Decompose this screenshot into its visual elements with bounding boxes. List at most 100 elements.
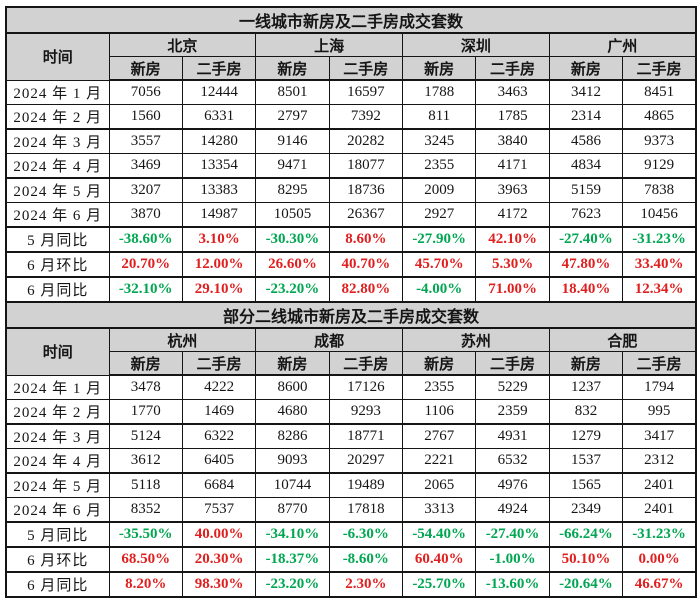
value-cell: 4976: [475, 472, 550, 498]
percent-cell: 5.30%: [475, 251, 550, 278]
value-cell: 1794: [622, 374, 697, 400]
percent-cell: 82.80%: [328, 276, 404, 303]
table-title: 一线城市新房及二手房成交套数: [5, 6, 697, 34]
value-cell: 1106: [401, 399, 477, 425]
value-cell: 3417: [622, 423, 697, 449]
value-cell: 8600: [255, 374, 330, 400]
value-cell: 1469: [181, 399, 257, 425]
data-row: 2024 年 6 月 8352 7537 8770 17818 3313 4924 2349 2…: [5, 497, 697, 523]
value-cell: 14280: [181, 128, 257, 154]
percent-cell: -18.37%: [255, 546, 330, 573]
value-cell: 18736: [328, 177, 404, 203]
value-cell: 3478: [108, 374, 183, 400]
subcolumn-header: 二手房: [181, 351, 257, 376]
percent-cell: -20.64%: [548, 571, 624, 598]
value-cell: 8501: [255, 79, 330, 105]
percent-row: 6 月同比 8.20% 98.30% -23.20% 2.30% -25.70% -13.6…: [5, 571, 697, 598]
city-header-row: 时间 北京 上海 深圳 广州: [5, 32, 697, 81]
value-cell: 8451: [622, 79, 697, 105]
value-cell: 3313: [401, 497, 477, 523]
row-label: 5 月同比: [5, 521, 110, 548]
value-cell: 3612: [108, 448, 183, 474]
subcolumn-header: 二手房: [622, 351, 697, 376]
value-cell: 7838: [622, 177, 697, 203]
percent-cell: -32.10%: [108, 276, 183, 303]
data-row: 2024 年 4 月 3469 13354 9471 18077 2355 4171 4834…: [5, 153, 697, 179]
percent-row: 6 月环比 68.50% 20.30% -18.37% -8.60% 60.40% -1.0…: [5, 546, 697, 573]
percent-cell: -54.40%: [401, 521, 477, 548]
row-label: 2024 年 2 月: [5, 399, 110, 425]
table-title: 部分二线城市新房及二手房成交套数: [5, 301, 697, 329]
percent-cell: -30.30%: [255, 226, 330, 253]
subcolumn-header: 新房: [255, 56, 330, 81]
value-cell: 6684: [181, 472, 257, 498]
value-cell: 19489: [328, 472, 404, 498]
data-row: 2024 年 6 月 3870 14987 10505 26367 2927 4172 762…: [5, 202, 697, 228]
percent-cell: -66.24%: [548, 521, 624, 548]
data-row: 2024 年 3 月 5124 6322 8286 18771 2767 4931 1279 3…: [5, 423, 697, 449]
subcolumn-header: 二手房: [622, 56, 697, 81]
time-header: 时间: [5, 32, 110, 81]
percent-cell: 33.40%: [622, 251, 697, 278]
sub-header-row: 新房 二手房 新房 二手房 新房 二手房 新房 二手房: [6, 56, 697, 81]
row-label: 2024 年 4 月: [5, 153, 110, 179]
value-cell: 4924: [475, 497, 550, 523]
second-tier-table: 部分二线城市新房及二手房成交套数 时间 杭州 成都 苏州 合肥 新房 二手房 新房 二手房 新房二…: [5, 301, 697, 598]
value-cell: 811: [401, 104, 477, 130]
value-cell: 4834: [548, 153, 624, 179]
percent-cell: 12.34%: [622, 276, 697, 303]
value-cell: 6331: [181, 104, 257, 130]
value-cell: 9373: [622, 128, 697, 154]
percent-cell: -6.30%: [328, 521, 404, 548]
value-cell: 3840: [475, 128, 550, 154]
first-tier-table: 一线城市新房及二手房成交套数 时间 北京 上海 深圳 广州 新房 二手房 新房 二手房 新房 二手房…: [5, 6, 697, 303]
row-label: 2024 年 5 月: [5, 177, 110, 203]
percent-cell: -13.60%: [475, 571, 550, 598]
value-cell: 2065: [401, 472, 477, 498]
value-cell: 1565: [548, 472, 624, 498]
city-header: 北京: [108, 32, 257, 57]
value-cell: 6532: [475, 448, 550, 474]
value-cell: 5124: [108, 423, 183, 449]
value-cell: 4586: [548, 128, 624, 154]
value-cell: 3207: [108, 177, 183, 203]
percent-cell: -8.60%: [328, 546, 404, 573]
data-row: 2024 年 3 月 3557 14280 9146 20282 3245 3840 4586…: [5, 128, 697, 154]
percent-cell: -31.23%: [622, 521, 697, 548]
subcolumn-header: 二手房: [475, 56, 550, 81]
subcolumn-header: 新房: [255, 351, 330, 376]
percent-cell: 50.10%: [548, 546, 624, 573]
data-row: 2024 年 1 月 7056 12444 8501 16597 1788 3463 3412…: [5, 79, 697, 105]
row-label: 2024 年 6 月: [5, 202, 110, 228]
value-cell: 2359: [475, 399, 550, 425]
value-cell: 1279: [548, 423, 624, 449]
value-cell: 9146: [255, 128, 330, 154]
value-cell: 3963: [475, 177, 550, 203]
data-row: 2024 年 5 月 3207 13383 8295 18736 2009 3963 5159…: [5, 177, 697, 203]
value-cell: 1788: [401, 79, 477, 105]
percent-cell: -27.90%: [401, 226, 477, 253]
percent-cell: 8.20%: [108, 571, 183, 598]
value-cell: 2221: [401, 448, 477, 474]
percent-cell: 45.70%: [401, 251, 477, 278]
percent-cell: -34.10%: [255, 521, 330, 548]
value-cell: 3245: [401, 128, 477, 154]
value-cell: 2355: [401, 374, 477, 400]
percent-cell: 71.00%: [475, 276, 550, 303]
value-cell: 5159: [548, 177, 624, 203]
percent-cell: -1.00%: [475, 546, 550, 573]
percent-cell: 42.10%: [475, 226, 550, 253]
subcolumn-header: 二手房: [328, 56, 404, 81]
percent-row: 5 月同比 -35.50% 40.00% -34.10% -6.30% -54.40% -2…: [5, 521, 697, 548]
subcolumn-header: 二手房: [475, 351, 550, 376]
percent-cell: -27.40%: [475, 521, 550, 548]
value-cell: 26367: [328, 202, 404, 228]
percent-cell: 26.60%: [255, 251, 330, 278]
value-cell: 1785: [475, 104, 550, 130]
percent-cell: 98.30%: [181, 571, 257, 598]
percent-row: 6 月环比 20.70% 12.00% 26.60% 40.70% 45.70% 5.30%…: [5, 251, 697, 278]
row-label: 2024 年 6 月: [5, 497, 110, 523]
row-label: 2024 年 3 月: [5, 128, 110, 154]
value-cell: 995: [622, 399, 697, 425]
